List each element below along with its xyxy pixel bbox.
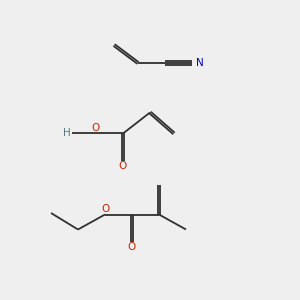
Text: H: H (63, 128, 70, 139)
Text: O: O (119, 161, 127, 171)
Text: O: O (101, 204, 109, 214)
Text: N: N (196, 58, 204, 68)
Text: O: O (92, 123, 100, 133)
Text: O: O (128, 242, 136, 252)
